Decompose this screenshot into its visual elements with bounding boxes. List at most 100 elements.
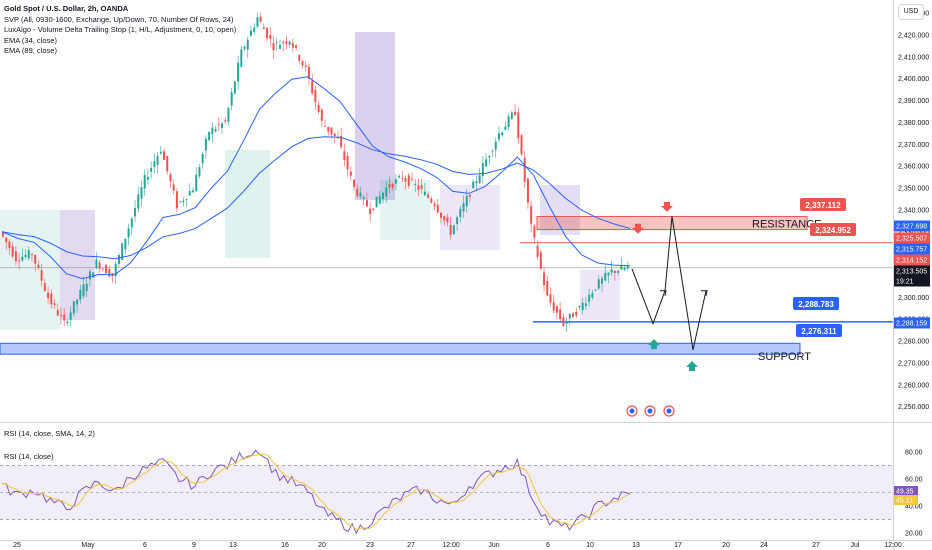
candle-body [72, 301, 75, 314]
candle-body [330, 127, 333, 135]
ema89-line [1, 136, 631, 260]
candle-body [539, 252, 542, 269]
candle-body [572, 313, 575, 318]
callout-box [796, 324, 842, 337]
candle-body [198, 167, 201, 177]
candle-body [472, 181, 475, 189]
support-label: SUPPORT [758, 351, 811, 363]
candle-body [394, 179, 397, 184]
rsi-sma-line [1, 453, 631, 531]
candle-body [591, 293, 594, 298]
candle-body [417, 185, 420, 190]
candle-body [275, 42, 278, 44]
candle-body [95, 259, 98, 269]
candle-body [79, 289, 82, 300]
price-callout: 2,324.952 [810, 223, 856, 236]
candle-body [481, 163, 484, 177]
price-axis-tick: 2,340.000 [898, 207, 929, 214]
candle-body [69, 312, 72, 320]
time-axis-tick: 20 [722, 542, 730, 549]
callout-box [793, 297, 839, 310]
candle-body [246, 39, 249, 50]
candle-body [601, 278, 604, 284]
time-axis-tick: Jun [488, 542, 499, 549]
candle-body [362, 197, 365, 200]
candle-body [76, 299, 79, 305]
rsi-legend[interactable]: RSI (14, close) [4, 452, 54, 461]
time-axis-tick: 27 [812, 542, 820, 549]
candle-body [401, 177, 404, 179]
candle-body [291, 43, 294, 48]
projection-path [631, 216, 707, 350]
candle-body [172, 184, 175, 191]
currency-button[interactable]: USD [898, 4, 924, 20]
candle-body [37, 264, 40, 268]
candle-body [163, 151, 166, 160]
candle-body [604, 273, 607, 281]
price-axis-tick: 2,380.000 [898, 120, 929, 127]
candle-body [92, 272, 95, 278]
candle-body [195, 174, 198, 192]
support-zone [0, 342, 801, 355]
candle-body [256, 17, 259, 27]
candle-body [217, 124, 220, 125]
buy-arrow-icon [686, 360, 698, 371]
time-axis-tick: 9 [192, 542, 196, 549]
candle-body [568, 313, 571, 319]
candle-body [411, 178, 414, 180]
candle-body [372, 208, 375, 210]
projection-arrowhead [701, 290, 708, 296]
price-axis-tick: 2,250.000 [898, 404, 929, 411]
candle-body [63, 314, 66, 321]
candle-body [153, 161, 156, 168]
candle-body [588, 294, 591, 302]
callout-label: 2,276.311 [801, 327, 837, 336]
time-axis-tick: Jul [851, 542, 860, 549]
candle-body [433, 203, 436, 207]
candle-body [14, 251, 17, 262]
volume-profile-box [580, 270, 620, 320]
candle-body [8, 241, 11, 249]
candle-body [626, 266, 629, 269]
candle-body [452, 225, 455, 234]
candle-body [385, 187, 388, 197]
candle-body [208, 131, 211, 140]
candle-body [307, 66, 310, 79]
time-axis-tick: 17 [674, 542, 682, 549]
time-axis-tick: 12:00 [442, 542, 460, 549]
candle-body [227, 107, 230, 122]
price-axis-tick: 2,260.000 [898, 382, 929, 389]
candle-body [230, 92, 233, 106]
candle-body [485, 159, 488, 167]
candle-body [414, 184, 417, 186]
candle-body [581, 302, 584, 311]
callout-label: 2,288.783 [798, 300, 834, 309]
volume-profile-box [380, 180, 430, 240]
candle-body [520, 135, 523, 155]
candle-body [610, 269, 613, 273]
rsi-legend-sma[interactable]: RSI (14, close, SMA, 14, 2) [4, 429, 95, 438]
candle-body [507, 116, 510, 128]
candle-body [34, 254, 37, 264]
candle-body [504, 126, 507, 130]
candle-body [130, 218, 133, 228]
candle-body [423, 191, 426, 196]
time-axis-tick: 13 [229, 542, 237, 549]
time-axis-tick: 13 [632, 542, 640, 549]
candle-body [594, 289, 597, 291]
rsi-value-tag [894, 495, 918, 505]
flag-icon [666, 408, 672, 414]
price-axis-tick: 2,270.000 [898, 360, 929, 367]
candle-body [88, 271, 91, 280]
candle-body [175, 191, 178, 209]
candle-body [156, 155, 159, 165]
time-axis-tick: 23 [366, 542, 374, 549]
price-axis-tick: 2,410.000 [898, 54, 929, 61]
buy-arrow-icon [648, 339, 660, 350]
price-scale-tag [894, 317, 930, 329]
candle-body [159, 151, 162, 154]
sell-arrow-icon [661, 201, 673, 212]
candle-body [266, 27, 269, 39]
rsi-value-tag-label: 49.35 [896, 489, 914, 496]
